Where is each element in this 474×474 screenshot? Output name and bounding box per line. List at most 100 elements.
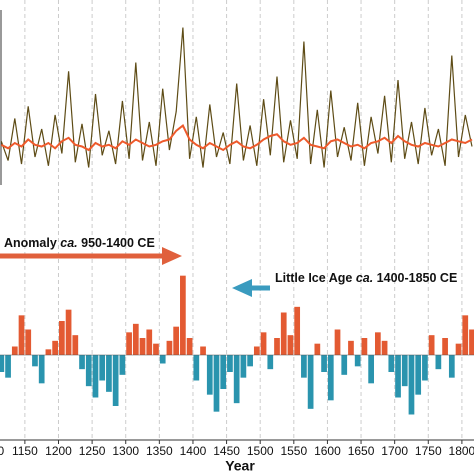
bar (72, 335, 79, 355)
x-tick-label: 1700 (381, 444, 408, 458)
bar (227, 355, 233, 372)
bar (301, 355, 307, 378)
x-tick-label: 1100 (0, 444, 4, 458)
bar (240, 355, 247, 378)
annotation-part: ca. (60, 236, 77, 250)
bar (408, 355, 415, 415)
bar (166, 340, 173, 355)
bar (253, 346, 260, 355)
bar (267, 355, 274, 370)
x-tick-label: 1500 (247, 444, 274, 458)
bar (38, 355, 45, 384)
bar (388, 355, 395, 372)
bar (200, 346, 206, 355)
bar (361, 338, 368, 355)
x-axis-label: Year (225, 458, 255, 474)
bar (401, 355, 408, 387)
bar (334, 329, 341, 355)
bar (139, 338, 146, 355)
arrow-head (162, 247, 182, 265)
bar (112, 355, 119, 406)
bar (186, 338, 193, 355)
bar (58, 321, 65, 355)
bar (153, 343, 159, 355)
bar (314, 343, 321, 355)
arrow-head (232, 279, 252, 297)
bar (126, 332, 132, 355)
bar (327, 355, 334, 401)
annotation-part: Little Ice Age (275, 271, 356, 285)
bar (448, 355, 455, 378)
x-tick-label: 1400 (180, 444, 207, 458)
x-tick-label: 1150 (12, 444, 38, 458)
annotation: Little Ice Age ca. 1400-1850 CE (275, 271, 457, 285)
bar (354, 355, 361, 367)
bar (65, 309, 72, 355)
bar (18, 315, 25, 355)
bar (287, 335, 294, 355)
bar (85, 355, 92, 387)
x-tick-label: 1250 (79, 444, 106, 458)
line (0, 27, 473, 168)
bar (0, 355, 5, 372)
x-tick-label: 1550 (280, 444, 307, 458)
bar (193, 355, 200, 381)
bar (415, 355, 422, 395)
bar (99, 355, 106, 381)
bar (348, 340, 354, 355)
bar (294, 306, 301, 355)
bar (132, 323, 139, 355)
x-tick-label: 1450 (213, 444, 240, 458)
bar (260, 332, 267, 355)
bar (341, 355, 348, 375)
annotation: Anomaly ca. 950-1400 CE (4, 236, 155, 250)
bar (428, 335, 435, 355)
x-tick-label: 1300 (112, 444, 139, 458)
bar (11, 346, 18, 355)
x-tick-label: 1750 (415, 444, 442, 458)
x-tick-label: 1350 (146, 444, 173, 458)
bar (45, 349, 52, 355)
bar (395, 355, 401, 398)
x-tick-label: 1200 (45, 444, 72, 458)
bar (280, 312, 287, 355)
bar (92, 355, 99, 398)
bar (213, 355, 220, 412)
bar (220, 355, 227, 389)
annotation-part: 1400-1850 CE (373, 271, 457, 285)
bar (119, 355, 126, 375)
bar (25, 329, 32, 355)
annotation-part: 950-1400 CE (78, 236, 155, 250)
bar (233, 355, 240, 404)
bar (5, 355, 11, 378)
bar (180, 275, 186, 355)
bar (435, 355, 442, 370)
bar (79, 355, 85, 370)
bar (307, 355, 314, 409)
annotation-part: Anomaly (4, 236, 60, 250)
bar (469, 329, 474, 355)
bar (381, 340, 388, 355)
bar (462, 315, 469, 355)
x-tick-label: 1800 (449, 444, 474, 458)
bar (206, 355, 213, 395)
bar (146, 329, 153, 355)
bar (159, 355, 166, 364)
bar (321, 355, 327, 372)
annotation-part: ca. (356, 271, 373, 285)
bar (247, 355, 253, 367)
bar (274, 338, 280, 355)
line (0, 123, 473, 152)
bar (106, 355, 112, 392)
x-tick-label: 1600 (314, 444, 341, 458)
bar (422, 355, 428, 381)
bar (173, 326, 180, 355)
bar (52, 340, 58, 355)
bar (455, 343, 462, 355)
bar (32, 355, 38, 367)
bar (368, 355, 374, 384)
bar (374, 332, 381, 355)
x-tick-label: 1650 (348, 444, 375, 458)
bar (442, 338, 448, 355)
